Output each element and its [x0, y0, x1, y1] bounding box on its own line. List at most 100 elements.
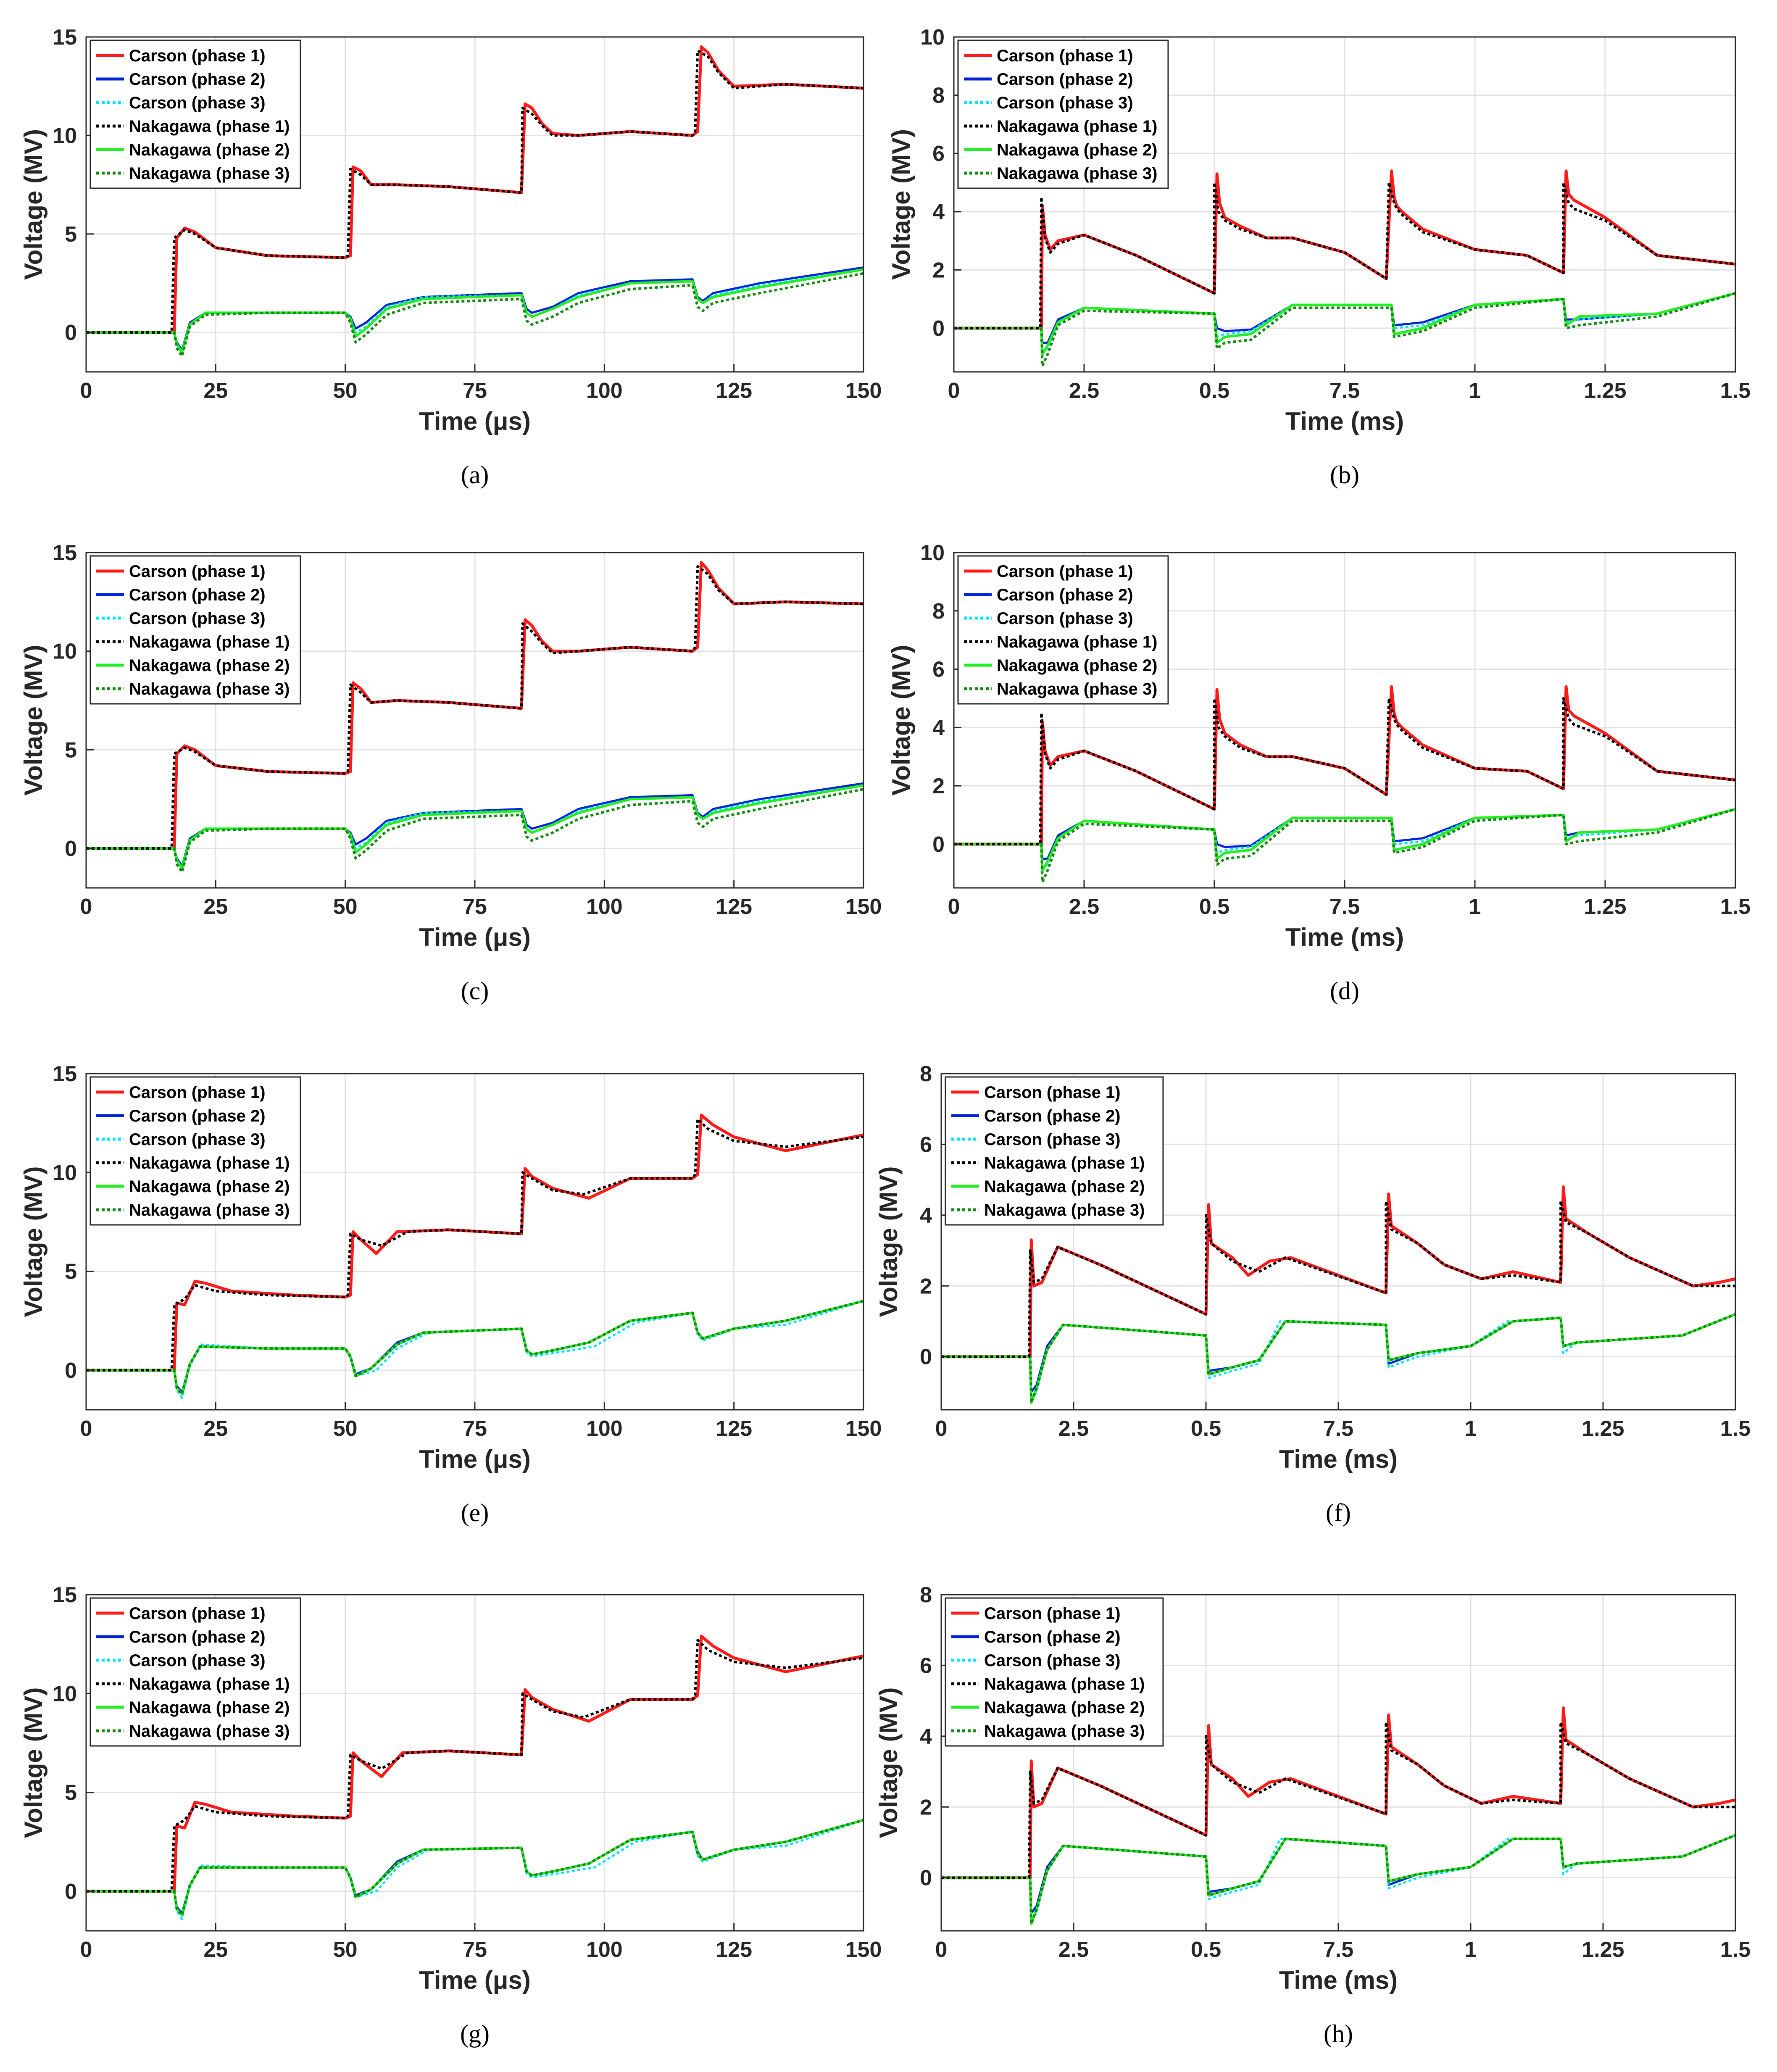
- legend-label: Nakagawa (phase 1): [984, 1154, 1145, 1172]
- y-tick-label: 0: [65, 1880, 77, 1904]
- x-tick-label: 75: [463, 1938, 487, 1962]
- legend: Carson (phase 1) Carson (phase 2) Carson (…: [945, 1076, 1164, 1226]
- legend-label: Carson (phase 1): [984, 1083, 1121, 1102]
- legend: Carson (phase 1) Carson (phase 2) Carson (…: [90, 1076, 301, 1226]
- series-line-nakagawa-phase-3: [86, 788, 863, 874]
- legend-box: [90, 555, 301, 705]
- x-tick-label: 150: [845, 1938, 882, 1962]
- x-tick-label: 75: [463, 1416, 487, 1441]
- panel-8: 0 2.5 0.5 7.5 1 1.25 1.5 0 2 4 6 8 Time (ms) Voltage …: [874, 1583, 1751, 2048]
- x-tick-label: 0.5: [1191, 1416, 1221, 1441]
- legend-label: Nakagawa (phase 2): [129, 1698, 290, 1717]
- x-tick-label: 50: [333, 895, 358, 919]
- y-tick-label: 15: [53, 541, 77, 565]
- y-tick-label: 0: [932, 316, 945, 341]
- series-line-carson-phase-1: [86, 1635, 863, 1893]
- x-tick-label: 25: [203, 1938, 228, 1962]
- y-axis-label: Voltage (MV): [19, 1688, 47, 1838]
- y-tick-label: 2: [920, 1795, 932, 1819]
- legend-label: Carson (phase 2): [984, 1107, 1121, 1125]
- series-line-nakagawa-phase-1: [86, 49, 863, 334]
- y-axis-label: Voltage (MV): [19, 1166, 47, 1317]
- x-axis-label: Time (ms): [1279, 1966, 1398, 1994]
- panel-2: 0 2.5 0.5 7.5 1 1.25 1.5 0 2 4 6 8 10 Time (ms) Voltag…: [887, 25, 1751, 489]
- panel-4: 0 2.5 0.5 7.5 1 1.25 1.5 0 2 4 6 8 10 Time (ms) Voltag…: [887, 541, 1751, 1005]
- legend-label: Carson (phase 2): [129, 1107, 266, 1125]
- y-tick-label: 5: [65, 1260, 77, 1284]
- legend-label: Nakagawa (phase 3): [984, 1722, 1145, 1740]
- x-tick-label: 1: [1469, 895, 1481, 919]
- panel-3: 0 25 50 75 100 125 150 0 5 10 15 Time (μs) Voltage (…: [19, 541, 882, 1005]
- legend-label: Carson (phase 3): [997, 94, 1133, 112]
- y-axis-label: Voltage (MV): [19, 129, 47, 280]
- y-tick-label: 4: [932, 200, 945, 224]
- x-tick-label: 7.5: [1329, 379, 1360, 403]
- panel-caption: (a): [461, 461, 489, 489]
- series-line-nakagawa-phase-3: [86, 1300, 863, 1395]
- legend-label: Nakagawa (phase 2): [129, 141, 290, 159]
- legend-label: Carson (phase 1): [984, 1604, 1121, 1623]
- series-line-nakagawa-phase-1: [86, 1639, 863, 1893]
- legend-label: Carson (phase 3): [984, 1130, 1121, 1149]
- legend-label: Carson (phase 3): [984, 1651, 1121, 1670]
- x-tick-label: 2.5: [1058, 1938, 1089, 1962]
- panel-1: 0 25 50 75 100 125 150 0 5 10 15 Time (μs) Voltage (…: [19, 25, 882, 489]
- y-axis-label: Voltage (MV): [887, 645, 915, 796]
- x-tick-label: 1.5: [1720, 379, 1751, 403]
- x-axis-label: Time (μs): [419, 923, 531, 951]
- series-line-nakagawa-phase-1: [86, 565, 863, 850]
- x-tick-label: 2.5: [1069, 895, 1099, 919]
- x-tick-label: 1.25: [1584, 379, 1626, 403]
- legend-label: Carson (phase 3): [129, 94, 266, 112]
- legend-label: Nakagawa (phase 3): [129, 1201, 290, 1219]
- y-tick-label: 15: [53, 1583, 77, 1607]
- y-tick-label: 2: [932, 258, 945, 282]
- x-tick-label: 50: [333, 1416, 358, 1441]
- x-tick-label: 1: [1465, 1938, 1477, 1962]
- x-tick-label: 150: [845, 1416, 882, 1441]
- x-tick-label: 125: [716, 1938, 752, 1962]
- x-tick-label: 125: [716, 895, 752, 919]
- legend-label: Carson (phase 1): [129, 562, 266, 581]
- x-tick-label: 0: [935, 1416, 948, 1441]
- series-group: [941, 1185, 1735, 1404]
- y-tick-label: 10: [53, 640, 77, 664]
- x-tick-label: 1: [1469, 379, 1481, 403]
- legend-label: Carson (phase 1): [129, 47, 266, 65]
- legend-label: Carson (phase 2): [129, 1628, 266, 1646]
- series-group: [86, 1114, 863, 1399]
- x-tick-label: 25: [203, 895, 228, 919]
- series-line-nakagawa-phase-2: [86, 784, 863, 870]
- legend-label: Nakagawa (phase 1): [984, 1675, 1145, 1693]
- x-tick-label: 100: [586, 1416, 623, 1441]
- panel-caption: (c): [461, 977, 489, 1005]
- legend-label: Nakagawa (phase 2): [997, 656, 1157, 675]
- x-tick-label: 50: [333, 1938, 358, 1962]
- x-tick-label: 7.5: [1329, 895, 1360, 919]
- series-group: [86, 561, 863, 874]
- x-tick-label: 2.5: [1069, 379, 1099, 403]
- legend-box: [945, 1597, 1164, 1747]
- y-tick-label: 8: [932, 84, 945, 108]
- panel-caption: (h): [1324, 2020, 1353, 2048]
- y-axis-label: Voltage (MV): [19, 645, 47, 796]
- x-tick-label: 25: [203, 379, 228, 403]
- series-line-nakagawa-phase-2: [86, 268, 863, 354]
- x-tick-label: 100: [586, 379, 623, 403]
- x-tick-label: 2.5: [1058, 1416, 1089, 1441]
- y-tick-label: 8: [920, 1062, 932, 1086]
- y-tick-label: 6: [932, 142, 945, 166]
- panel-7: 0 25 50 75 100 125 150 0 5 10 15 Time (μs) Voltage (…: [19, 1583, 882, 2048]
- y-tick-label: 5: [65, 1781, 77, 1805]
- legend-label: Carson (phase 2): [997, 70, 1133, 89]
- x-axis-label: Time (ms): [1279, 1445, 1398, 1473]
- x-tick-label: 1.25: [1582, 1416, 1624, 1441]
- series-line-nakagawa-phase-3: [941, 1313, 1735, 1404]
- series-group: [941, 1706, 1735, 1925]
- y-axis-label: Voltage (MV): [874, 1688, 903, 1838]
- y-tick-label: 4: [920, 1203, 932, 1228]
- legend-box: [945, 1076, 1164, 1226]
- legend-label: Nakagawa (phase 2): [997, 141, 1157, 159]
- x-tick-label: 1.25: [1582, 1938, 1624, 1962]
